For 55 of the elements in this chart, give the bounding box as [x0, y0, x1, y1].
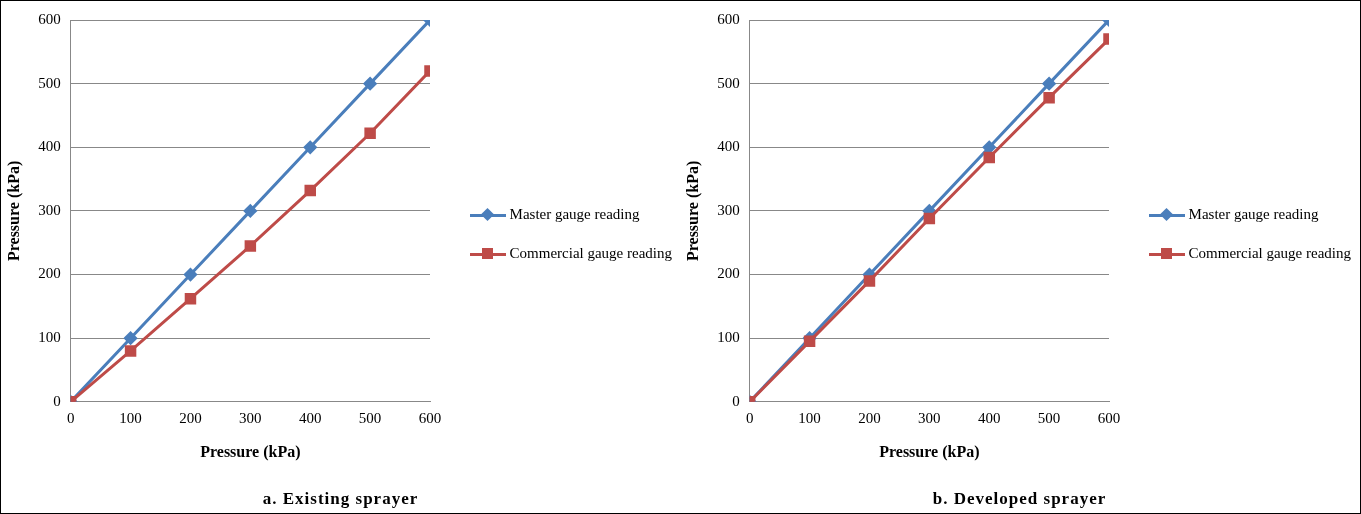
point: [124, 345, 137, 357]
x-tick-label: 200: [858, 409, 881, 426]
point: [983, 151, 995, 164]
point: [982, 140, 996, 154]
x-tick-label: 500: [358, 409, 382, 426]
y-tick-label: 300: [38, 201, 61, 218]
y-tick-label: 200: [38, 265, 61, 282]
x-tick-label: 400: [298, 409, 322, 426]
point: [1043, 91, 1055, 104]
x-tick-label: 0: [745, 409, 754, 426]
y-axis-title: Pressure (kPa): [683, 160, 702, 262]
point: [243, 204, 257, 218]
y-tick-label: 100: [38, 329, 61, 346]
y-tick-label: 600: [38, 10, 61, 27]
y-tick-label: 500: [717, 74, 740, 91]
y-tick-label: 400: [38, 138, 61, 155]
legend-label: Commercial gauge reading: [1188, 245, 1351, 262]
y-tick-label: 600: [717, 10, 740, 27]
x-tick-label: 600: [1097, 409, 1121, 426]
point: [863, 275, 876, 287]
legend-label: Master gauge reading: [509, 206, 640, 223]
point: [304, 184, 316, 197]
x-tick-label: 100: [798, 409, 821, 426]
x-tick-label: 400: [977, 409, 1001, 426]
point: [923, 212, 936, 225]
x-tick-label: 0: [66, 409, 75, 426]
point: [183, 268, 197, 282]
x-tick-label: 300: [918, 409, 941, 426]
x-tick-label: 500: [1037, 409, 1061, 426]
y-tick-label: 100: [717, 329, 740, 346]
x-tick-label: 200: [179, 409, 202, 426]
x-axis-title: Pressure (kPa): [200, 442, 301, 461]
y-tick-label: 500: [38, 74, 61, 91]
y-tick-label: 0: [732, 392, 740, 409]
y-tick-label: 400: [717, 138, 740, 155]
point: [364, 127, 376, 140]
y-tick-label: 200: [717, 265, 740, 282]
x-tick-label: 600: [418, 409, 442, 426]
x-axis-title: Pressure (kPa): [879, 442, 980, 461]
legend-label: Master gauge reading: [1188, 206, 1319, 223]
point: [124, 331, 138, 345]
point: [1042, 77, 1056, 91]
point: [803, 335, 816, 348]
text: b. Developed sprayer: [931, 489, 1108, 509]
y-tick-label: 0: [53, 392, 61, 409]
point: [303, 140, 317, 154]
point: [244, 240, 257, 252]
x-tick-label: 100: [119, 409, 142, 426]
text: a. Existing sprayer: [261, 489, 420, 509]
y-axis-title: Pressure (kPa): [4, 160, 23, 262]
legend-label: Commercial gauge reading: [509, 245, 672, 262]
point: [184, 292, 197, 305]
point: [363, 77, 377, 91]
x-tick-label: 300: [239, 409, 262, 426]
y-tick-label: 300: [717, 201, 740, 218]
